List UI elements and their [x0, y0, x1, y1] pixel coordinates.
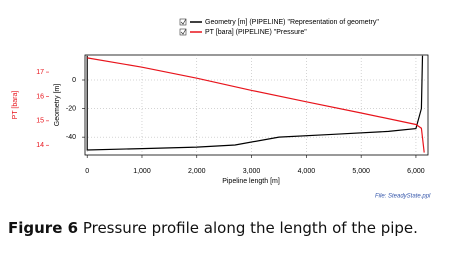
legend-check	[180, 28, 187, 35]
x-tick-label: 6,000	[407, 168, 425, 175]
caption-text: Pressure profile along the length of the…	[82, 219, 418, 237]
x-tick-label: 2,000	[188, 168, 206, 175]
x-axis-label: Pipeline length [m]	[222, 178, 280, 185]
y2-axis-label: PT [bara]	[12, 91, 19, 120]
y2-tick-label: 14	[36, 142, 44, 149]
legend-check	[180, 18, 187, 25]
x-tick-label: 5,000	[352, 168, 370, 175]
y2-tick-label: 16	[36, 93, 44, 100]
x-tick-label: 0	[85, 168, 89, 175]
series-line	[87, 57, 425, 153]
x-tick-label: 4,000	[298, 168, 316, 175]
y-tick-label: -40	[66, 134, 76, 141]
y2-tick-label: 17	[36, 69, 44, 76]
series-line	[86, 55, 424, 151]
y-axis-label: Geometry [m]	[54, 84, 61, 126]
plot-frame	[84, 54, 429, 156]
caption-label: Figure 6	[8, 219, 79, 237]
legend-entry: PT [bara] (PIPELINE) "Pressure"	[205, 29, 307, 36]
y-tick-label: -20	[66, 105, 76, 112]
file-note: File: SteadyState.ppl	[375, 194, 431, 200]
x-tick-label: 1,000	[133, 168, 151, 175]
y2-tick-label: 15	[36, 118, 44, 125]
y-tick-label: 0	[72, 77, 76, 84]
legend-checkbox	[179, 28, 187, 36]
caption: Figure 6 Pressure profile along the leng…	[8, 219, 418, 237]
legend-entry: Geometry [m] (PIPELINE) "Representation …	[205, 19, 379, 26]
x-tick-label: 3,000	[243, 168, 261, 175]
legend-checkbox	[179, 18, 187, 26]
